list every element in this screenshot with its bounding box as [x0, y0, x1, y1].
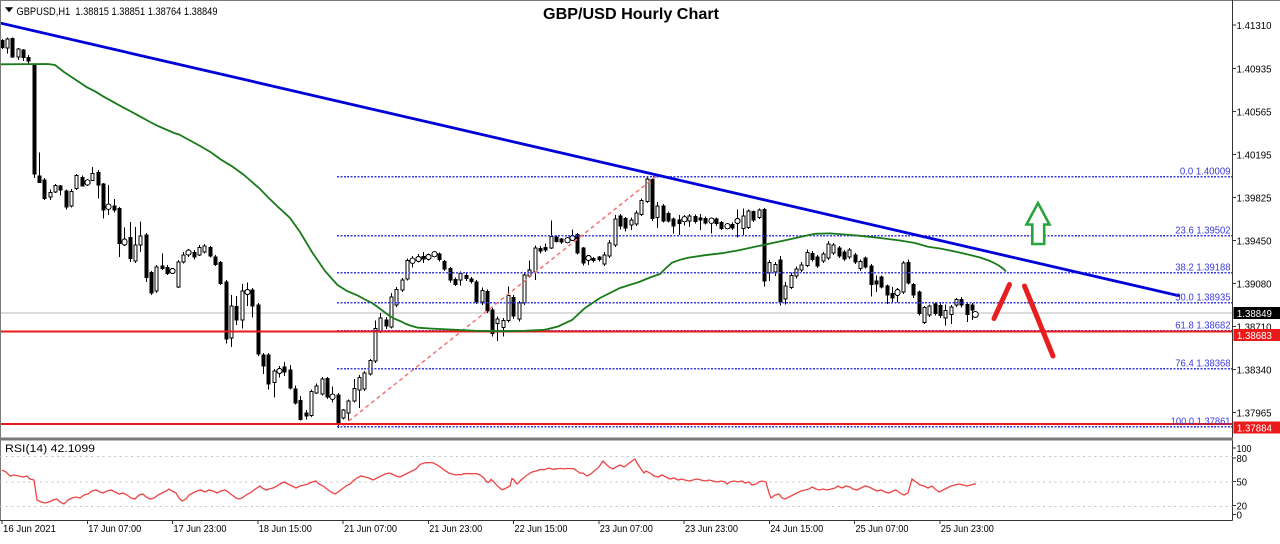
svg-text:25 Jun 23:00: 25 Jun 23:00	[941, 523, 994, 535]
svg-text:1.38340: 1.38340	[1237, 365, 1272, 377]
svg-text:0: 0	[1237, 510, 1243, 522]
svg-text:100: 100	[1237, 443, 1252, 455]
svg-text:23.6 1.39502: 23.6 1.39502	[1175, 225, 1230, 237]
svg-text:21 Jun 23:00: 21 Jun 23:00	[429, 523, 482, 535]
svg-text:17 Jun 23:00: 17 Jun 23:00	[174, 523, 227, 535]
svg-text:1.39080: 1.39080	[1237, 279, 1272, 291]
svg-text:0.0 1.40009: 0.0 1.40009	[1180, 166, 1231, 178]
svg-text:100.0 1.37861: 100.0 1.37861	[1171, 416, 1231, 428]
svg-text:25 Jun 07:00: 25 Jun 07:00	[856, 523, 909, 535]
svg-text:22 Jun 15:00: 22 Jun 15:00	[515, 523, 568, 535]
svg-text:80: 80	[1237, 453, 1248, 465]
svg-text:1.38683: 1.38683	[1237, 330, 1272, 342]
svg-text:76.4 1.38368: 76.4 1.38368	[1175, 358, 1230, 370]
svg-text:16 Jun 2021: 16 Jun 2021	[3, 523, 56, 535]
svg-text:GBPUSD,H1 1.38815 1.38851 1.3: GBPUSD,H1 1.38815 1.38851 1.38764 1.3884…	[17, 6, 218, 18]
svg-text:24 Jun 15:00: 24 Jun 15:00	[770, 523, 823, 535]
svg-text:23 Jun 23:00: 23 Jun 23:00	[685, 523, 738, 535]
svg-text:1.40935: 1.40935	[1237, 64, 1272, 76]
svg-text:61.8 1.38682: 61.8 1.38682	[1175, 320, 1230, 332]
svg-text:18 Jun 15:00: 18 Jun 15:00	[259, 523, 312, 535]
svg-text:23 Jun 07:00: 23 Jun 07:00	[600, 523, 653, 535]
svg-text:1.40565: 1.40565	[1237, 107, 1272, 119]
svg-text:1.39825: 1.39825	[1237, 193, 1272, 205]
svg-text:21 Jun 07:00: 21 Jun 07:00	[344, 523, 397, 535]
svg-text:1.38849: 1.38849	[1237, 308, 1272, 320]
svg-text:GBP/USD Hourly Chart: GBP/USD Hourly Chart	[543, 6, 720, 23]
svg-text:38.2 1.39188: 38.2 1.39188	[1175, 262, 1230, 274]
svg-text:RSI(14) 42.1099: RSI(14) 42.1099	[5, 443, 95, 455]
svg-text:1.41310: 1.41310	[1237, 20, 1272, 32]
svg-text:1.40195: 1.40195	[1237, 150, 1272, 162]
svg-text:1.37965: 1.37965	[1237, 408, 1272, 420]
svg-text:17 Jun 07:00: 17 Jun 07:00	[88, 523, 141, 535]
svg-text:1.39450: 1.39450	[1237, 236, 1272, 248]
svg-text:50.0 1.38935: 50.0 1.38935	[1175, 292, 1230, 304]
svg-text:50: 50	[1237, 477, 1248, 489]
svg-text:1.37884: 1.37884	[1237, 423, 1272, 435]
svg-text:20: 20	[1237, 501, 1248, 513]
